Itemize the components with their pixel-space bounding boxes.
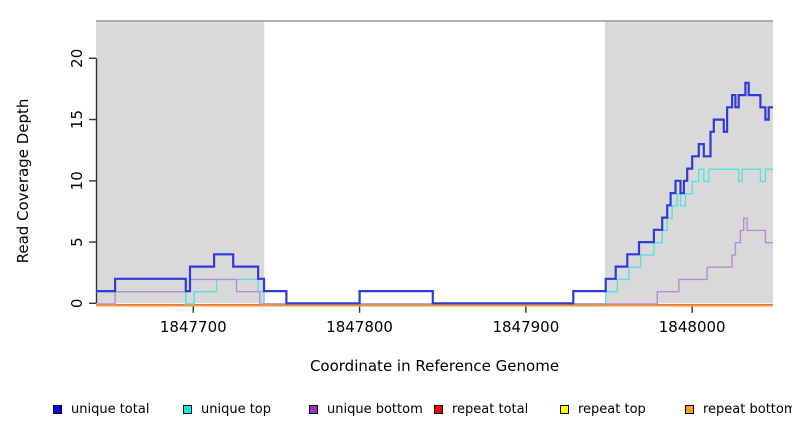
y-tick-label: 15 [68,110,86,129]
series-unique-total [96,81,773,305]
x-tick-label: 1847800 [326,318,393,336]
series-unique-bottom [96,217,773,305]
legend-label: repeat total [452,401,529,417]
legend-label: unique bottom [327,401,423,417]
legend-swatch [53,404,62,414]
legend-item-unique-bottom: unique bottom [309,400,423,418]
legend-swatch [434,404,443,414]
x-tick-label: 1847700 [160,318,227,336]
right-shaded-region [605,21,773,304]
legend-item-unique-total: unique total [53,400,149,418]
x-tick-label: 1847900 [492,318,559,336]
y-tick-label: 0 [68,299,86,309]
legend-label: unique total [71,401,150,417]
legend-item-repeat-total: repeat total [434,400,528,418]
legend-item-unique-top: unique top [183,400,271,418]
legend-label: repeat top [578,401,646,417]
x-tick-label: 1848000 [659,318,726,336]
y-axis-title: Read Coverage Depth [14,98,32,264]
legend-item-repeat-bottom: repeat bottom [685,400,792,418]
legend-label: unique top [201,401,272,417]
legend-swatch [183,404,192,414]
y-tick-label: 20 [68,49,86,68]
legend: unique total unique top unique bottom repea… [0,400,792,424]
x-axis-title: Coordinate in Reference Genome [309,357,560,375]
legend-swatch [685,404,694,414]
legend-item-repeat-top: repeat top [560,400,646,418]
legend-swatch [560,404,569,414]
y-tick-label: 10 [68,171,86,190]
y-tick-label: 5 [68,237,86,247]
legend-swatch [309,404,318,414]
left-shaded-region [96,21,265,304]
legend-label: repeat bottom [703,401,792,417]
